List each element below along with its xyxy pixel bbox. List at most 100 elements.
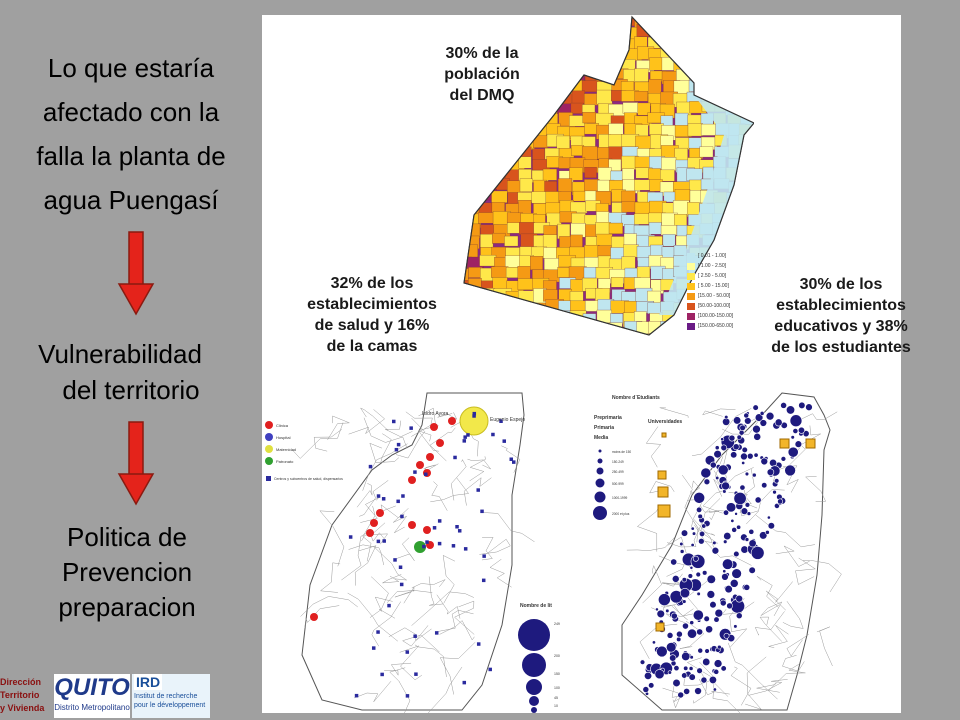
population-cell [726,25,741,37]
population-cell [595,57,610,71]
school-marker [722,569,727,574]
population-cell [518,312,532,326]
maps-panel: [ 0.01 - 1.00] [ 1.00 - 2.50] [ 2.50 - 5.0… [262,15,911,713]
school-marker [724,415,729,420]
street-line [327,415,350,441]
school-marker [784,464,796,477]
population-cell [479,111,497,124]
school-marker [732,443,740,451]
population-cell [557,17,576,25]
health-centre-marker [401,494,405,498]
population-cell [517,25,531,40]
population-cell [491,266,509,278]
population-cell [675,17,690,31]
street-line [469,456,486,482]
school-marker [692,555,699,562]
street-line [354,681,392,703]
population-cell [557,178,573,193]
health-centre-marker [376,630,380,634]
health-centre-marker [466,433,470,437]
school-marker [748,528,755,535]
population-cell [518,156,532,169]
school-marker [717,464,729,476]
school-marker [790,435,795,440]
health-centre-marker [414,672,418,676]
school-marker [721,481,730,491]
population-legend: [ 0.01 - 1.00] [ 1.00 - 2.50] [ 2.50 - 5.0… [687,251,757,331]
population-cell [468,124,487,135]
university-marker [779,438,790,449]
population-legend-swatch [687,292,695,300]
population-cell [491,159,506,171]
population-cell [741,223,754,235]
population-cell [582,112,597,124]
svg-text:Nombre d´Etudiants: Nombre d´Etudiants [612,395,660,401]
street-line [395,417,426,459]
street-line [360,497,380,523]
population-cell [465,147,481,160]
population-cell [493,333,507,335]
population-cell [659,95,754,315]
population-cell [464,192,469,208]
svg-text:200: 200 [554,654,560,658]
population-cell [492,232,506,244]
population-cell [531,323,549,335]
street-line [661,604,688,621]
population-cell [700,60,718,75]
population-cell [465,17,482,29]
population-legend-label: [150.00-650.00] [698,323,734,329]
population-cell [568,47,586,60]
health-streets [291,407,535,713]
population-cell [530,24,545,36]
school-marker [665,608,670,613]
population-cell [623,233,637,246]
population-cell [726,202,739,213]
population-cell [480,170,495,184]
school-marker [697,647,704,654]
population-cell [467,137,484,149]
school-marker [670,558,678,566]
school-marker [752,404,759,411]
population-cell [464,212,473,228]
intro-title: Lo que estaría afectado con la falla la … [0,46,262,222]
street-line [363,417,408,449]
population-cell [530,17,550,27]
population-legend-label: [100.00-150.00] [698,313,734,319]
school-marker [715,475,720,480]
population-cell [481,146,495,162]
population-cell [533,334,548,335]
school-marker [681,577,687,583]
population-cell [519,178,533,193]
population-cell [464,225,470,241]
street-line [356,483,373,508]
population-cell [699,45,717,61]
health-centre-marker [371,646,376,650]
legend-maternidad: Maternidad [276,447,296,452]
street-line [436,610,474,632]
health-legend: Clinica Hospital Maternidad Patronato Ce… [265,411,525,481]
population-cell [752,211,754,225]
population-cell [608,27,624,42]
street-line [659,407,689,418]
population-cell [466,189,479,205]
population-cell [532,312,548,324]
population-cell [686,168,703,181]
school-marker [669,654,677,662]
clinica-marker [448,417,456,425]
school-marker [789,414,803,427]
street-line [691,408,752,457]
school-marker [753,432,762,441]
population-cell [504,235,519,247]
population-cell [464,167,470,180]
school-marker [698,538,705,545]
population-cell [597,255,611,269]
street-line [805,476,827,502]
street-line [313,429,342,452]
street-line [768,664,806,691]
population-cell [714,37,733,48]
quito-logo: QUITO Distrito Metropolitano [54,674,130,718]
clinica-marker [310,613,318,621]
health-centre-marker [405,694,410,698]
street-line [698,678,730,696]
street-line [463,477,492,506]
